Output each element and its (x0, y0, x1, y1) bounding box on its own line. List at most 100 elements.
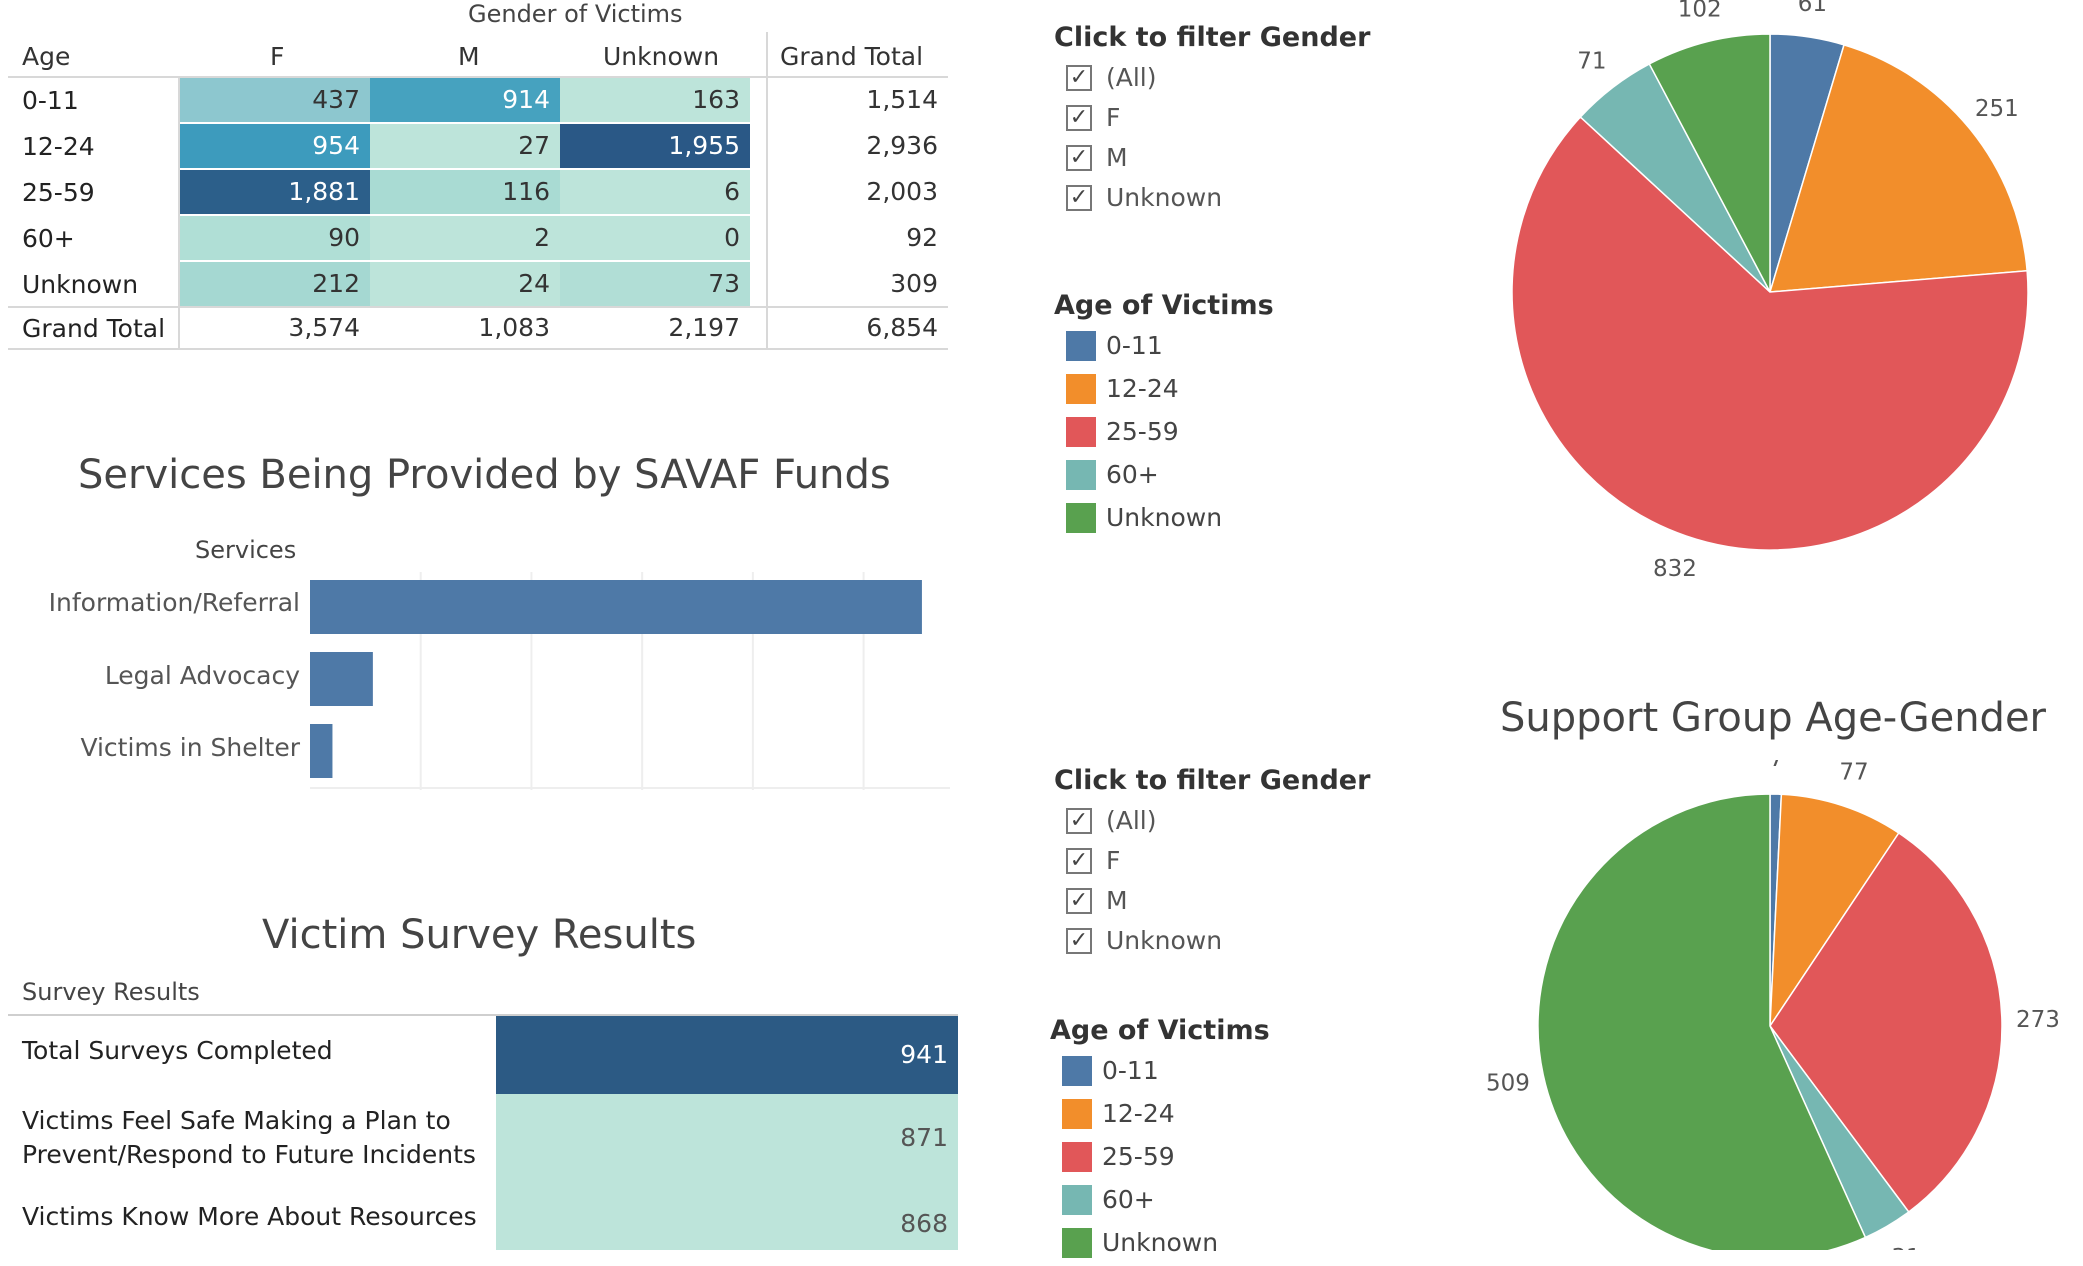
crosstab-row-total: 309 (890, 269, 938, 298)
checkbox-icon[interactable]: ✓ (1066, 928, 1092, 954)
legend-item[interactable]: Unknown (1050, 1222, 1380, 1265)
grand-total-overall: 6,854 (866, 313, 938, 342)
service-bar[interactable] (310, 580, 922, 634)
legend-label: 0-11 (1106, 331, 1163, 360)
service-label: Information/Referral (48, 588, 300, 617)
crosstab-cell-m: 116 (370, 170, 560, 214)
legend-item[interactable]: Unknown (1054, 497, 1384, 540)
filter-option-label: M (1106, 886, 1128, 915)
crosstab-cell-unknown: 1,955 (560, 124, 750, 168)
legend-item[interactable]: 12-24 (1050, 1093, 1380, 1136)
pie-slice[interactable] (1768, 43, 2028, 293)
survey-table: Survey Results Total Surveys Completed 9… (8, 978, 958, 1250)
checkbox-icon[interactable]: ✓ (1066, 185, 1092, 211)
legend-swatch (1062, 1056, 1092, 1086)
crosstab-cell-f: 1,881 (180, 170, 370, 214)
services-title: Services Being Provided by SAVAF Funds (78, 452, 891, 498)
crosstab-age-label: 25-59 (22, 178, 95, 207)
legend-label: 25-59 (1102, 1142, 1175, 1171)
gender-filter-option[interactable]: ✓ M (1054, 139, 1384, 179)
survey-row-label: Victims Feel Safe Making a Plan to Preve… (22, 1106, 476, 1169)
crosstab-cell-f: 437 (180, 78, 370, 122)
survey-row-label: Victims Know More About Resources (22, 1202, 477, 1231)
crosstab-divider (8, 348, 948, 350)
crosstab-age-label: 0-11 (22, 86, 79, 115)
pie-value-label: 251 (1975, 96, 2019, 122)
crosstab-row-total: 2,003 (866, 177, 938, 206)
checkbox-icon[interactable]: ✓ (1066, 888, 1092, 914)
crosstab-cell-unknown: 0 (560, 216, 750, 260)
filter-option-label: Unknown (1106, 183, 1223, 212)
filter-option-label: (All) (1106, 63, 1157, 92)
gender-filter-option[interactable]: ✓ M (1054, 882, 1384, 922)
age-pie-chart: 61 251 832 71 102 (1511, 0, 2029, 582)
checkbox-icon[interactable]: ✓ (1066, 145, 1092, 171)
pie-value-label: 71 (1577, 49, 1606, 75)
legend-item[interactable]: 25-59 (1050, 1136, 1380, 1179)
legend-title: Age of Victims (1050, 1015, 1270, 1046)
survey-row: Total Surveys Completed 941 (8, 1016, 958, 1094)
pie-slice[interactable] (1537, 793, 1867, 1250)
gender-filter-option[interactable]: ✓ F (1054, 99, 1384, 139)
crosstab-row: 12-24 954 27 1,955 2,936 (8, 124, 948, 168)
filter-option-label: F (1106, 103, 1121, 132)
gender-filter-option[interactable]: ✓ (All) (1054, 802, 1384, 842)
service-bar[interactable] (310, 652, 373, 706)
crosstab-divider (178, 76, 180, 350)
legend-label: 25-59 (1106, 417, 1179, 446)
crosstab-age-label: 12-24 (22, 132, 95, 161)
victims-crosstab: Gender of Victims Age F M Unknown Grand … (8, 0, 948, 350)
survey-row-value: 941 (496, 1016, 958, 1094)
legend-swatch (1062, 1228, 1092, 1258)
crosstab-cell-f: 90 (180, 216, 370, 260)
gender-filter-option[interactable]: ✓ F (1054, 842, 1384, 882)
crosstab-group-header: Gender of Victims (468, 0, 683, 28)
pie-value-label: 61 (1798, 0, 1827, 17)
filter-option-label: F (1106, 846, 1121, 875)
legend-swatch (1066, 460, 1096, 490)
checkbox-icon[interactable]: ✓ (1066, 105, 1092, 131)
crosstab-col-m: M (458, 42, 480, 71)
crosstab-row: 60+ 90 2 0 92 (8, 216, 948, 260)
crosstab-cell-m: 27 (370, 124, 560, 168)
service-bar[interactable] (310, 724, 333, 778)
age-legend-top: Age of Victims 0-11 12-24 25-59 60+ Unknown (1054, 290, 1384, 540)
crosstab-row: 0-11 437 914 163 1,514 (8, 78, 948, 122)
legend-item[interactable]: 12-24 (1054, 368, 1384, 411)
crosstab-cell-f: 212 (180, 262, 370, 306)
gender-filter-option[interactable]: ✓ Unknown (1054, 179, 1384, 219)
legend-swatch (1066, 331, 1096, 361)
checkbox-icon[interactable]: ✓ (1066, 848, 1092, 874)
legend-swatch (1062, 1099, 1092, 1129)
checkbox-icon[interactable]: ✓ (1066, 808, 1092, 834)
pie-slice[interactable] (1769, 793, 1900, 1029)
crosstab-divider (8, 76, 948, 78)
survey-row: Victims Feel Safe Making a Plan to Preve… (8, 1094, 958, 1182)
services-axis-title: Services (195, 536, 297, 564)
crosstab-cell-unknown: 163 (560, 78, 750, 122)
gender-filter-option[interactable]: ✓ (All) (1054, 59, 1384, 99)
legend-item[interactable]: 0-11 (1054, 325, 1384, 368)
survey-row-value: 868 (496, 1182, 958, 1250)
legend-item[interactable]: 60+ (1050, 1179, 1380, 1222)
crosstab-row-total: 92 (906, 223, 938, 252)
pie-slice[interactable] (1769, 831, 2003, 1214)
filter-option-label: (All) (1106, 806, 1157, 835)
legend-swatch (1062, 1185, 1092, 1215)
grand-total-m: 1,083 (478, 313, 550, 342)
pie-slice[interactable] (1648, 33, 1771, 293)
checkbox-icon[interactable]: ✓ (1066, 65, 1092, 91)
crosstab-col-f: F (270, 42, 285, 71)
legend-item[interactable]: 0-11 (1050, 1050, 1380, 1093)
pie-slice[interactable] (1511, 115, 2029, 551)
grand-total-unknown: 2,197 (668, 313, 740, 342)
survey-title: Victim Survey Results (262, 912, 697, 958)
legend-item[interactable]: 25-59 (1054, 411, 1384, 454)
legend-label: 12-24 (1106, 374, 1179, 403)
gender-filter-option[interactable]: ✓ Unknown (1054, 922, 1384, 962)
support-group-title: Support Group Age-Gender (1500, 695, 2046, 741)
legend-item[interactable]: 60+ (1054, 454, 1384, 497)
legend-label: 60+ (1106, 460, 1159, 489)
legend-label: 12-24 (1102, 1099, 1175, 1128)
services-plot (310, 572, 950, 790)
